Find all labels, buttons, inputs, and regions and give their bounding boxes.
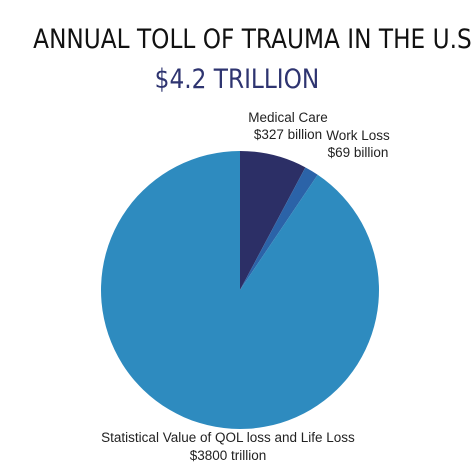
slice-label-work-loss-name: Work Loss [326, 128, 390, 143]
pie-slice-qol-life-loss [101, 151, 379, 429]
pie-slice-medical-care [240, 151, 306, 290]
slice-label-medical-care-name: Medical Care [248, 110, 328, 125]
pie-slice-work-loss [240, 167, 318, 290]
chart-subtitle: $4.2 TRILLION [154, 64, 320, 95]
slice-label-qol-value: $3800 trillion [190, 448, 267, 463]
slice-label-qol-name: Statistical Value of QOL loss and Life L… [101, 430, 355, 445]
slice-label-work-loss-value: $69 billion [328, 145, 389, 160]
chart-title: ANNUAL TOLL OF TRAUMA IN THE U.S. [33, 24, 474, 55]
pie-slices [101, 151, 379, 429]
slice-label-medical-care-value: $327 billion [254, 127, 322, 142]
